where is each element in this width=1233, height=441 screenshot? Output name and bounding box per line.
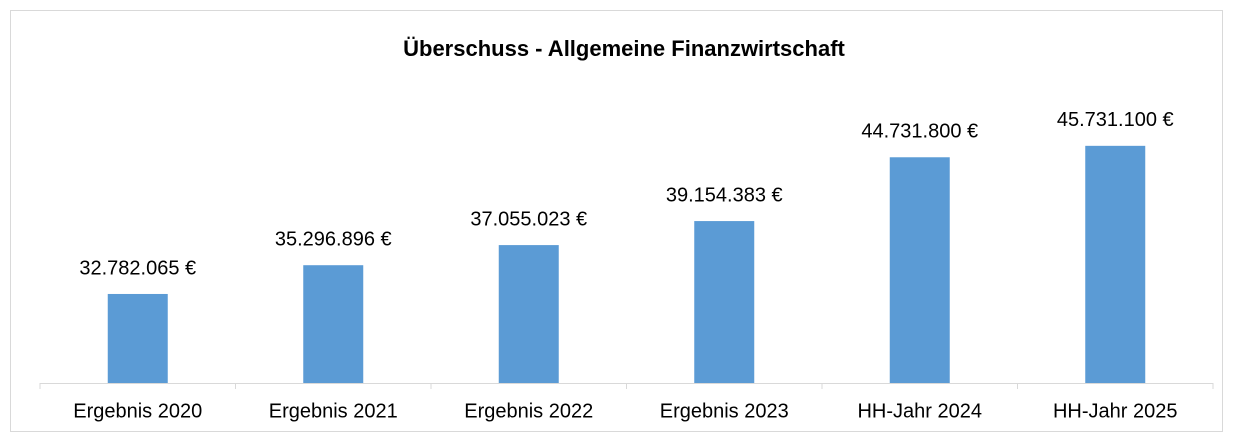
data-label: 44.731.800 €: [861, 121, 978, 143]
x-tick-label: HH-Jahr 2025: [1053, 400, 1178, 422]
bar: [889, 157, 950, 383]
x-tick-label: HH-Jahr 2024: [857, 400, 982, 422]
x-tick-label: Ergebnis 2021: [269, 400, 398, 422]
data-label: 39.154.383 €: [666, 184, 783, 206]
bar: [303, 265, 364, 383]
chart-border: [10, 10, 1223, 432]
data-label: 35.296.896 €: [275, 228, 392, 250]
chart-title: Überschuss - Allgemeine Finanzwirtschaft: [403, 36, 845, 61]
bar: [498, 245, 559, 383]
x-tick-label: Ergebnis 2023: [660, 400, 789, 422]
data-label: 45.731.100 €: [1057, 109, 1174, 131]
x-tick-label: Ergebnis 2022: [464, 400, 593, 422]
x-tick-label: Ergebnis 2020: [73, 400, 202, 422]
bar: [1085, 145, 1146, 383]
bar: [107, 293, 168, 383]
bar: [694, 221, 755, 383]
data-label: 32.782.065 €: [79, 257, 196, 279]
data-label: 37.055.023 €: [470, 208, 587, 230]
